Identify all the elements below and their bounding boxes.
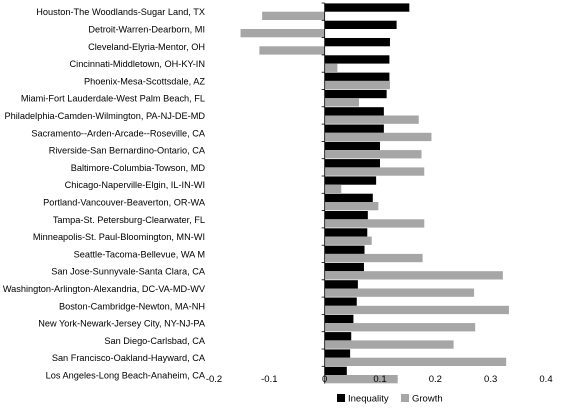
inequality-bar (324, 176, 377, 185)
category-label: Chicago-Naperville-Elgin, IL-IN-WI (65, 180, 205, 190)
inequality-bar (324, 141, 380, 151)
x-tick-label: 0.1 (373, 374, 386, 385)
growth-bar (324, 115, 419, 124)
category-label: Sacramento--Arden-Arcade--Roseville, CA (31, 128, 205, 138)
growth-bar (259, 46, 325, 55)
category-label: Boston-Cambridge-Newton, MA-NH (59, 301, 205, 311)
inequality-bar (324, 349, 351, 358)
category-label: San Jose-Sunnyvale-Santa Clara, CA (51, 267, 206, 277)
inequality-bar (324, 332, 352, 341)
x-tick-label: 0.4 (539, 374, 552, 385)
growth-bar (324, 80, 390, 90)
inequality-bar (324, 228, 368, 237)
growth-bar (324, 184, 342, 193)
category-label: Riverside-San Bernardino-Ontario, CA (49, 146, 206, 156)
x-tick-label: -0.1 (261, 374, 277, 385)
category-label: Portland-Vancouver-Beaverton, OR-WA (43, 197, 206, 207)
category-label: New York-Newark-Jersey City, NY-NJ-PA (38, 319, 206, 329)
inequality-bar (324, 297, 357, 306)
inequality-bar (324, 366, 347, 375)
x-tick-label: 0.3 (484, 374, 497, 385)
category-label: Phoenix-Mesa-Scottsdale, AZ (84, 76, 205, 86)
inequality-bar (324, 211, 368, 220)
inequality-bar (324, 107, 384, 116)
x-tick-label: 0 (322, 374, 327, 385)
inequality-bar (324, 3, 410, 12)
growth-bar (324, 323, 476, 332)
growth-bar (324, 132, 432, 142)
growth-bar (324, 63, 338, 72)
legend: Inequality Growth (337, 394, 443, 405)
inequality-bar (324, 20, 397, 29)
x-axis: -0.2 -0.1 0 0.1 0.2 0.3 0.4 (206, 2, 553, 385)
growth-series (240, 11, 509, 384)
legend-swatch (401, 394, 409, 402)
growth-bar (324, 288, 475, 297)
inequality-bar (324, 245, 365, 254)
growth-bar (324, 357, 507, 366)
category-label: Cleveland-Elyria-Mentor, OH (88, 42, 205, 52)
category-label: Minneapolis-St. Paul-Bloomington, MN-WI (33, 232, 205, 242)
legend-label: Growth (412, 394, 443, 405)
inequality-bar (324, 262, 364, 272)
category-label: Houston-The Woodlands-Sugar Land, TX (36, 7, 205, 17)
category-label: Detroit-Warren-Dearborn, MI (88, 24, 205, 34)
growth-bar (324, 219, 425, 228)
growth-bar (324, 236, 372, 245)
inequality-bar (324, 72, 390, 81)
inequality-bar (324, 193, 373, 202)
growth-bar (324, 305, 509, 315)
category-label: Los Angeles-Long Beach-Anaheim, CA (46, 370, 206, 380)
x-tick-label: -0.2 (206, 374, 222, 385)
category-labels: Houston-The Woodlands-Sugar Land, TX Detr… (3, 7, 206, 380)
growth-bar (324, 253, 423, 263)
legend-label: Inequality (348, 394, 389, 405)
category-label: Miami-Fort Lauderdale-West Palm Beach, F… (21, 94, 205, 104)
growth-bar (240, 29, 325, 38)
inequality-bar (324, 314, 354, 324)
legend-swatch (337, 394, 345, 402)
growth-bar (324, 167, 425, 176)
category-label: Washington-Arlington-Alexandria, DC-VA-M… (3, 284, 206, 294)
growth-bar (324, 202, 379, 211)
inequality-bar (324, 124, 384, 133)
growth-bar (324, 150, 422, 159)
growth-bar (324, 98, 359, 107)
growth-bar (262, 11, 325, 20)
category-label: Seattle-Tacoma-Bellevue, WA M (74, 249, 205, 259)
growth-bar (324, 375, 398, 384)
category-label: Philadelphia-Camden-Wilmington, PA-NJ-DE… (5, 111, 206, 121)
category-label: San Diego-Carlsbad, CA (104, 336, 205, 346)
inequality-bar (324, 38, 390, 47)
growth-bar (324, 271, 503, 280)
inequality-bar (324, 55, 390, 64)
category-label: Baltimore-Columbia-Towson, MD (71, 163, 206, 173)
category-label: Tampa-St. Petersburg-Clearwater, FL (53, 215, 205, 225)
inequality-bar (324, 159, 380, 168)
category-label: San Francisco-Oakland-Hayward, CA (52, 353, 206, 363)
category-label: Cincinnati-Middletown, OH-KY-IN (70, 59, 205, 69)
x-tick-label: 0.2 (429, 374, 442, 385)
inequality-series (324, 3, 410, 375)
inequality-bar (324, 89, 387, 99)
growth-bar (324, 340, 454, 349)
inequality-bar (324, 280, 358, 289)
